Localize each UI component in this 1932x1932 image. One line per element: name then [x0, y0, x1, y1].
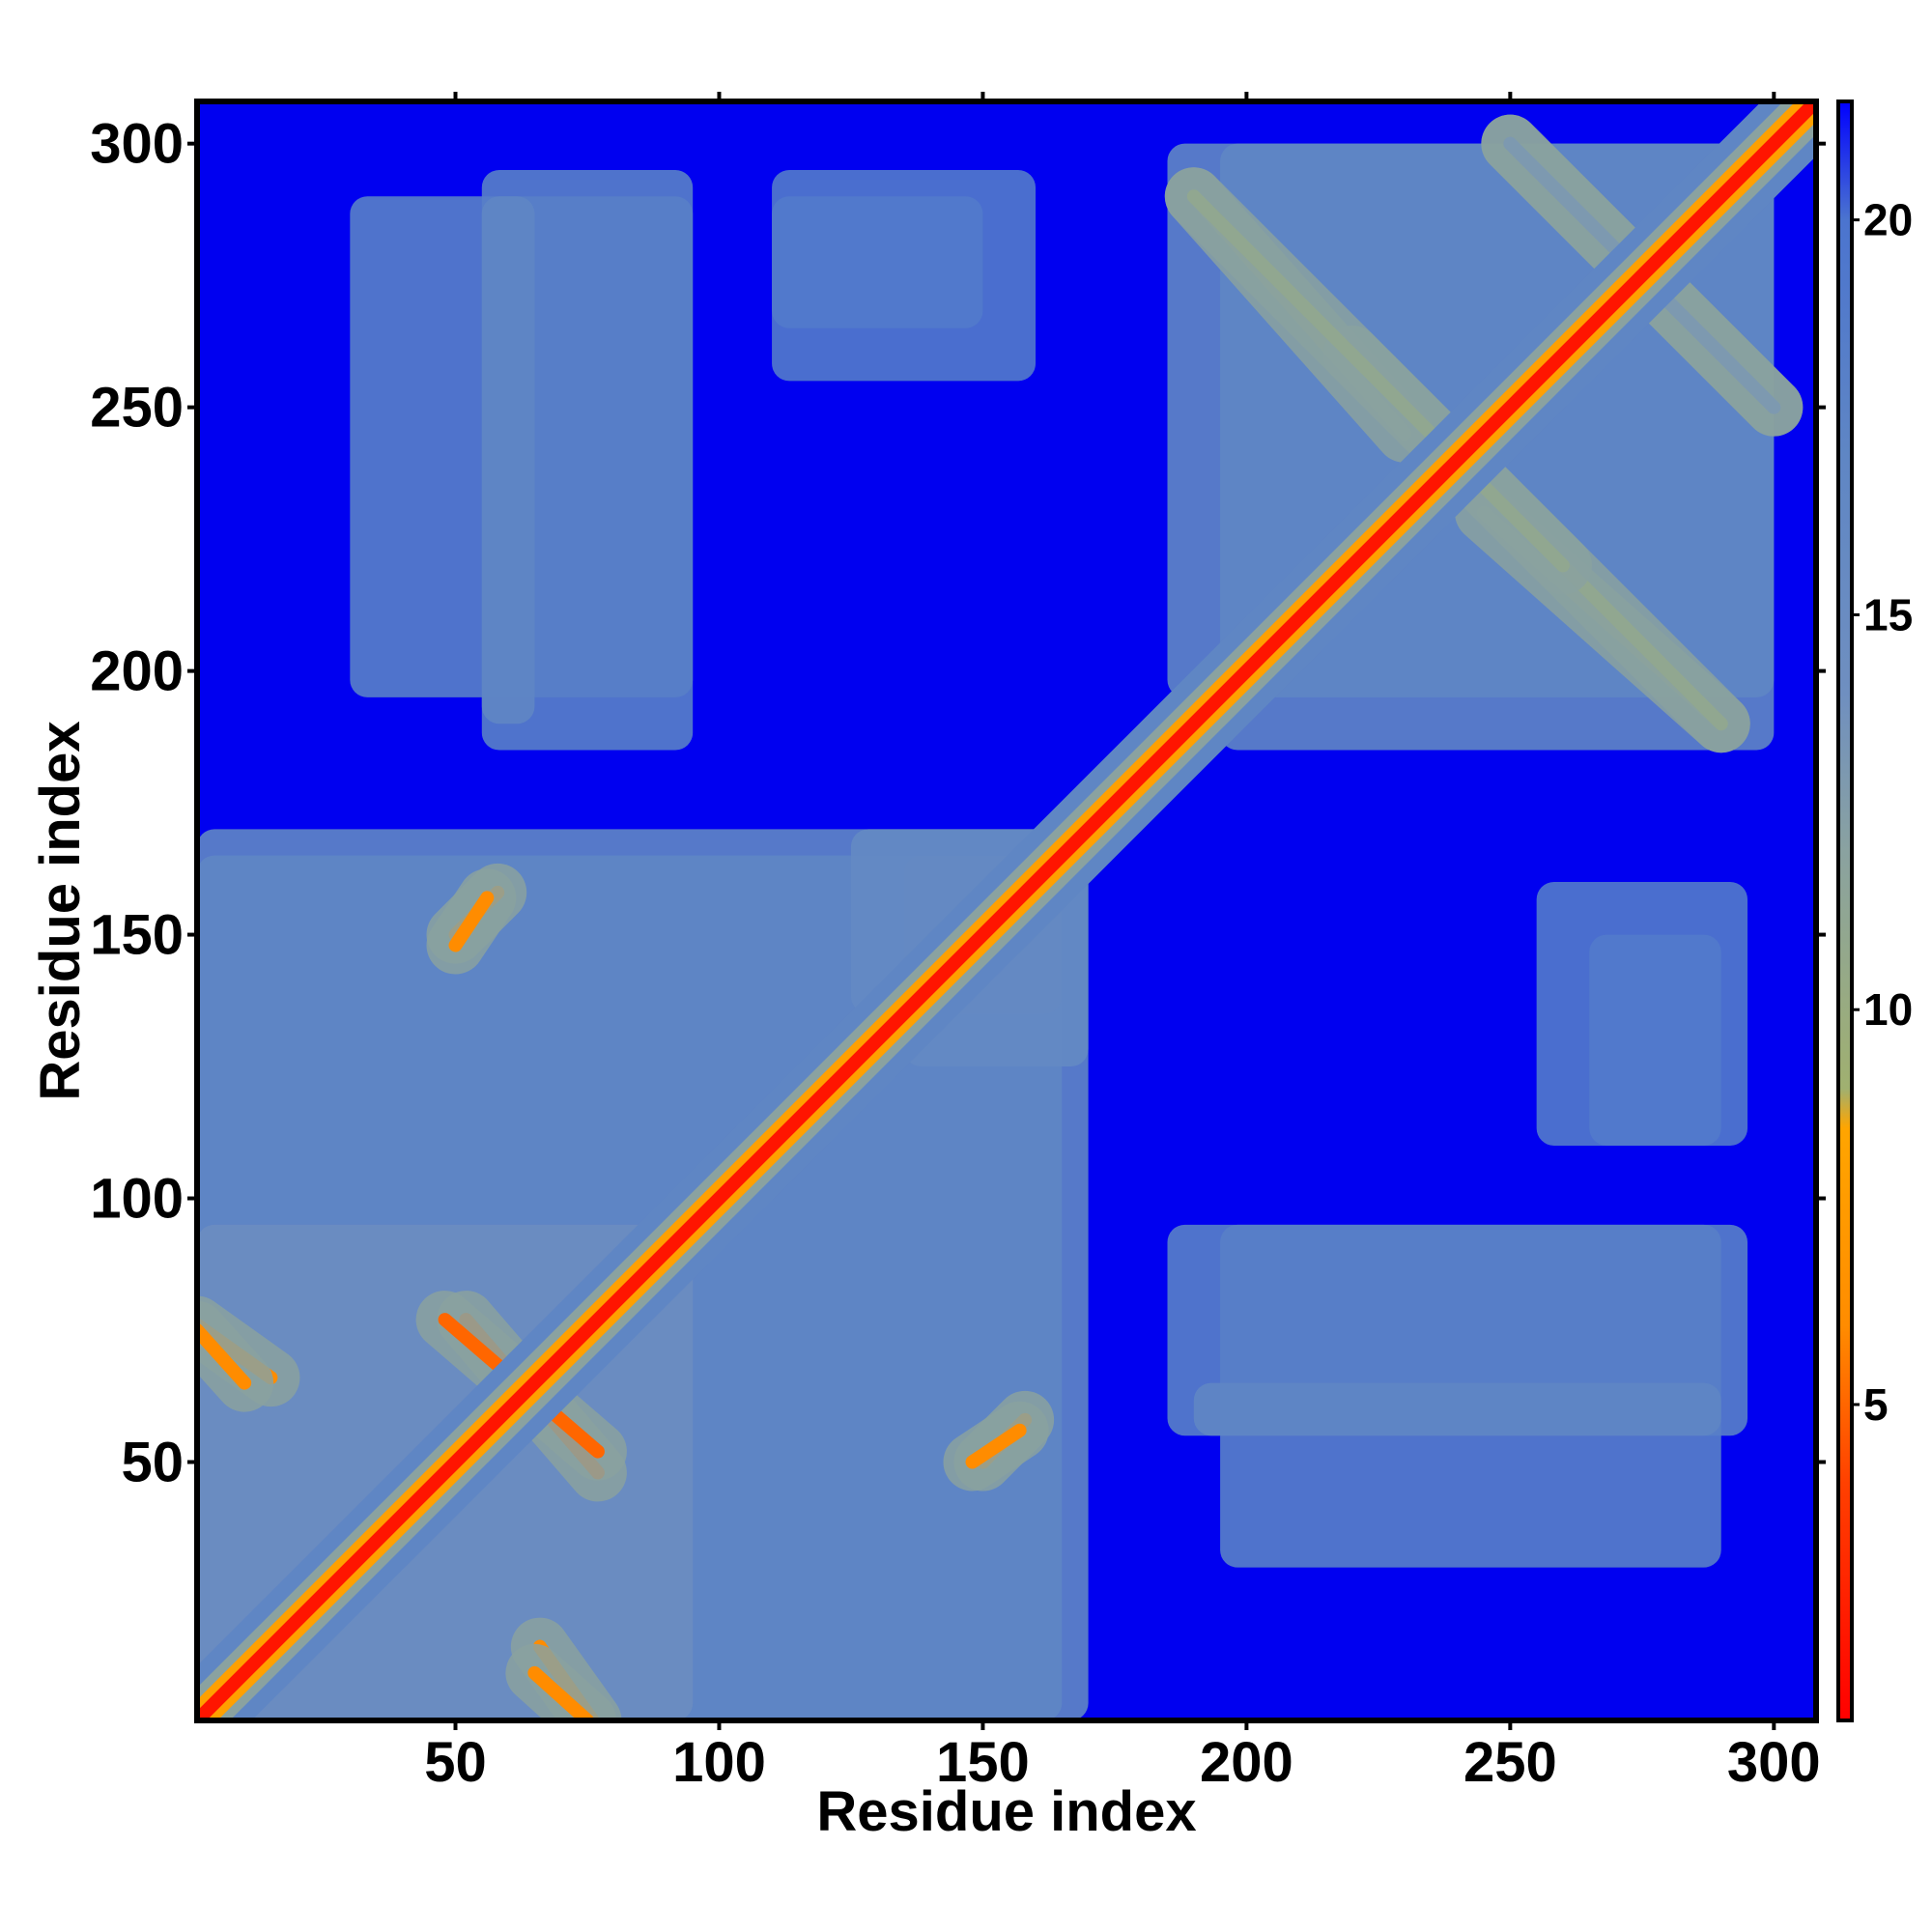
y-tick-label-200: 200	[90, 640, 184, 703]
colorbar-tick-label-15: 15	[1863, 589, 1913, 639]
colorbar: 5 10 15 20	[1836, 99, 1913, 1722]
antidiagonal-contact-2-mirror	[197, 1323, 252, 1390]
antidiagonal-contact-7	[965, 1423, 1027, 1469]
x-tick-label-50: 50	[424, 1731, 487, 1794]
contact-region-8-mirror	[772, 196, 983, 328]
y-tick-label-250: 250	[90, 377, 184, 440]
y-axis-label: Residue index	[29, 721, 92, 1100]
antidiagonal-contact-2	[527, 1665, 594, 1720]
x-tick-label-100: 100	[672, 1731, 766, 1794]
heatmap-plot-area	[197, 101, 1816, 1720]
colorbar-tick-label-20: 20	[1863, 195, 1913, 245]
x-tick-label-300: 300	[1727, 1731, 1821, 1794]
colorbar-tick-label-5: 5	[1863, 1379, 1889, 1430]
contact-region-8	[1589, 934, 1721, 1146]
x-tick-label-250: 250	[1463, 1731, 1557, 1794]
y-tick-label-50: 50	[121, 1431, 184, 1493]
antidiagonal-contact-7-mirror	[448, 891, 495, 952]
antidiagonal-contact-4-mirror	[1186, 189, 1570, 573]
contact-region-7	[1193, 1382, 1721, 1436]
y-tick-label-300: 300	[90, 113, 184, 176]
diagonal-band-3	[197, 101, 1816, 1720]
y-tick-label-100: 100	[90, 1168, 184, 1231]
x-axis-label: Residue index	[816, 1780, 1196, 1843]
plot-frame	[194, 99, 1819, 1723]
x-axis: 50 100 150 200 250 300	[424, 92, 1821, 1794]
contact-region-7-mirror	[481, 196, 535, 724]
colorbar-tick-label-10: 10	[1863, 984, 1913, 1035]
colorbar-gradient	[1836, 99, 1854, 1722]
y-tick-label-150: 150	[90, 904, 184, 967]
x-tick-label-200: 200	[1200, 1731, 1293, 1794]
y-axis: 50 100 150 200 250 300	[90, 113, 1826, 1493]
x-tick-label-150: 150	[936, 1731, 1030, 1794]
